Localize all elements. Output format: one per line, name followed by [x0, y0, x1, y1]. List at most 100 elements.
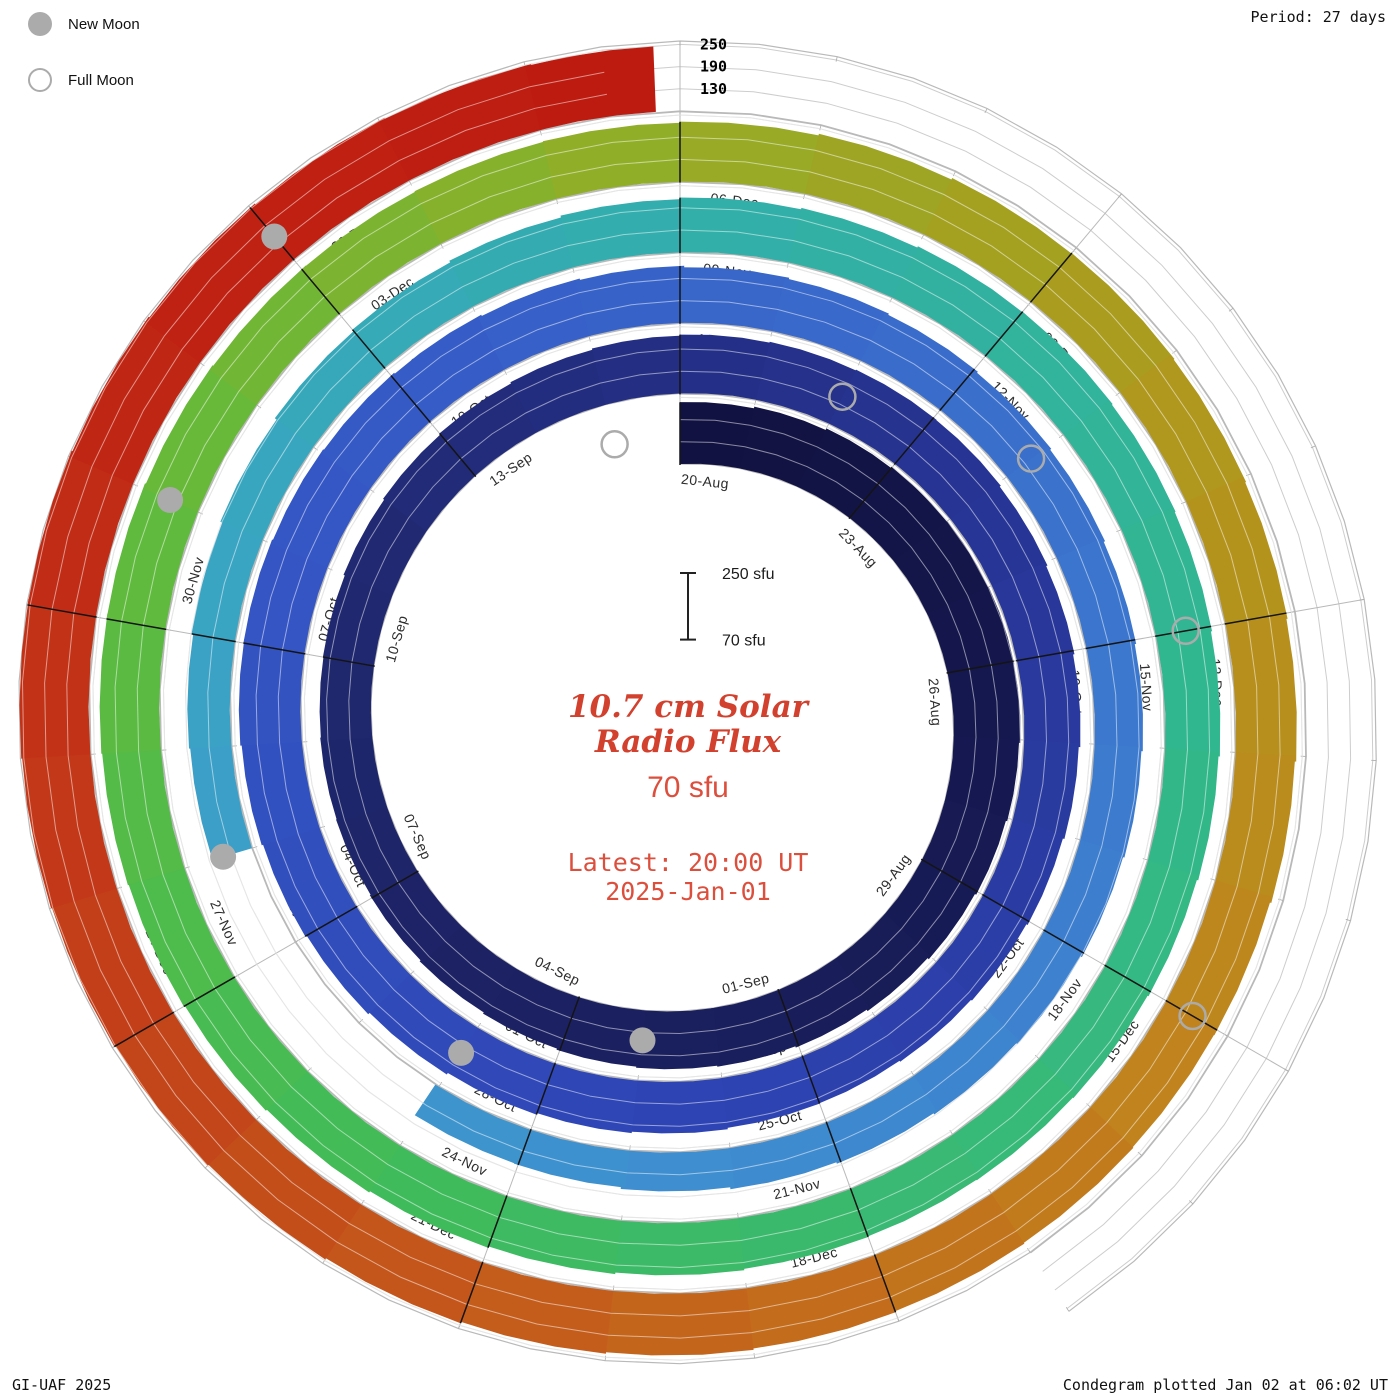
date-label: 20-Aug: [680, 471, 730, 492]
moon-markers: [157, 223, 1207, 1066]
full-moon-marker: [600, 430, 629, 459]
flux-bar: [788, 207, 922, 300]
flux-bar: [383, 432, 478, 532]
flux-bar: [379, 64, 546, 181]
new-moon-marker: [629, 1027, 656, 1054]
flux-bar: [680, 121, 825, 195]
flux-bar: [726, 1122, 841, 1190]
flux-bar: [204, 1116, 362, 1260]
flux-bar: [591, 335, 684, 405]
new-moon-marker: [448, 1039, 475, 1066]
flux-bar: [775, 957, 870, 1048]
flux-bar: [985, 311, 1113, 438]
flux-bar: [263, 1068, 400, 1193]
flux-bar: [1164, 880, 1272, 1036]
flux-bars: [19, 46, 1297, 1356]
new-moon-icon: [28, 12, 52, 36]
flux-bar: [741, 1255, 896, 1350]
flux-bar: [419, 924, 517, 1015]
full-moon-marker: [1171, 616, 1200, 646]
flux-bar: [510, 348, 609, 433]
flux-bar: [101, 745, 185, 886]
flux-bar: [21, 748, 117, 909]
flux-bar: [718, 1056, 820, 1129]
radial-axis-labels: 250 190 130: [700, 35, 727, 97]
flux-bar: [575, 265, 685, 336]
flux-bar: [1147, 748, 1219, 881]
flux-bar: [533, 1062, 638, 1134]
flux-bar: [987, 1107, 1134, 1247]
radial-axis-label: 190: [700, 58, 727, 76]
flux-bar: [1007, 446, 1106, 561]
period-label: Period: 27 days: [1250, 8, 1386, 26]
flux-bar: [733, 1189, 869, 1270]
flux-bar: [191, 518, 264, 642]
credit-label: GI-UAF 2025: [12, 1376, 112, 1394]
flux-bar: [680, 402, 757, 469]
flux-bar: [711, 990, 799, 1067]
flux-bar: [27, 450, 135, 617]
flux-bar: [365, 1143, 507, 1248]
new-moon-marker: [157, 487, 184, 513]
flux-bar: [1012, 740, 1079, 839]
flux-bar: [513, 1128, 630, 1188]
flux-bar: [414, 140, 562, 244]
flux-bar: [600, 1288, 754, 1356]
flux-bar: [872, 962, 974, 1062]
flux-scale-bar: 250 sfu 70 sfu: [680, 566, 774, 650]
flux-bar: [336, 805, 418, 898]
plotted-timestamp: Condegram plotted Jan 02 at 06:02 UT: [1062, 1376, 1388, 1394]
full-moon-label: Full Moon: [68, 71, 134, 89]
flux-bar: [99, 613, 166, 754]
new-moon-marker: [261, 223, 288, 250]
flux-bar: [1103, 860, 1199, 997]
flux-bar: [1121, 507, 1213, 641]
flux-bar: [106, 483, 200, 630]
flux-bar: [620, 1148, 735, 1192]
flux-bar: [1120, 354, 1247, 507]
flux-bar: [321, 372, 433, 489]
flux-bar: [799, 1016, 903, 1105]
new-moon-marker: [210, 843, 237, 870]
flux-bar: [483, 1194, 622, 1275]
radial-axis-label: 130: [700, 80, 727, 98]
flux-bar: [1087, 1001, 1217, 1152]
date-label: 10-Sep: [382, 613, 411, 664]
flux-bar: [271, 449, 372, 568]
flux-bar: [274, 327, 388, 447]
flux-bar: [944, 735, 1020, 822]
flux-bar: [369, 869, 462, 963]
flux-bar: [301, 189, 446, 314]
flux-bar: [1225, 613, 1297, 762]
date-label: 01-Sep: [720, 970, 771, 997]
flux-bar: [320, 1201, 483, 1324]
legend-full-moon: Full Moon: [28, 66, 140, 94]
flux-bar: [181, 973, 308, 1111]
flux-bar: [940, 369, 1052, 480]
flux-bar: [860, 312, 978, 413]
flux-bar: [680, 267, 790, 332]
flux-bar: [414, 1084, 531, 1165]
flux-bar: [1186, 477, 1288, 629]
flux-bar: [834, 913, 930, 1012]
flux-bar: [892, 246, 1027, 359]
flux-bar: [320, 735, 388, 823]
flux-bar: [238, 639, 305, 746]
flux-bar: [319, 653, 375, 741]
flux-bar: [556, 996, 646, 1067]
flux-bar: [112, 1008, 256, 1166]
flux-bar: [924, 178, 1076, 305]
legend-new-moon: New Moon: [28, 10, 140, 38]
flux-bar: [846, 1134, 981, 1239]
flux-bar: [250, 117, 414, 260]
flux-bar: [1079, 744, 1142, 858]
flux-bar: [981, 819, 1064, 925]
flux-bar: [1214, 752, 1296, 903]
flux-bar: [209, 265, 343, 405]
new-moon-label: New Moon: [68, 15, 140, 33]
flux-bar: [560, 198, 685, 268]
flux-bar: [822, 1075, 938, 1164]
flux-bar: [304, 903, 411, 1015]
flux-bar: [525, 46, 656, 130]
